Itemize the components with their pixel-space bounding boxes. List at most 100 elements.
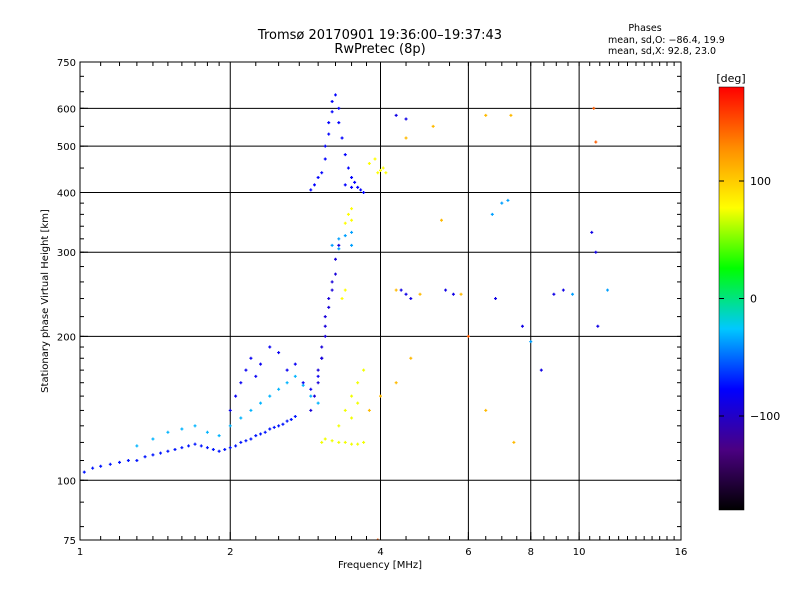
series-scattered-low-heights	[228, 345, 324, 412]
data-point	[373, 157, 377, 161]
colorbar-tick-label: −100	[750, 410, 780, 423]
data-point	[244, 439, 248, 443]
y-tick-label: 300	[57, 248, 76, 259]
data-point	[539, 368, 543, 372]
data-point	[337, 243, 341, 247]
data-point	[323, 157, 327, 161]
data-point	[320, 440, 324, 444]
data-point	[320, 171, 324, 175]
y-tick-label: 200	[57, 332, 76, 343]
data-point	[263, 430, 267, 434]
data-point	[211, 447, 215, 451]
data-point	[309, 387, 313, 391]
data-point	[259, 401, 263, 405]
chart-title-line2: RwPretec (8p)	[334, 42, 425, 57]
data-point	[431, 124, 435, 128]
data-point	[277, 424, 281, 428]
x-tick-label: 1	[77, 547, 83, 558]
data-point	[490, 212, 494, 216]
data-point	[330, 288, 334, 292]
data-point	[327, 121, 331, 125]
y-tick-label: 75	[63, 536, 76, 547]
data-point	[228, 424, 232, 428]
data-point	[234, 394, 238, 398]
data-point	[350, 185, 354, 189]
data-point	[254, 374, 258, 378]
data-point	[356, 401, 360, 405]
series-F2-trace	[309, 93, 366, 194]
data-point	[293, 362, 297, 366]
data-point	[529, 340, 533, 344]
data-point	[166, 449, 170, 453]
data-point	[118, 460, 122, 464]
data-point	[356, 185, 360, 189]
data-point	[592, 106, 596, 110]
series-mid-height-cyan	[330, 230, 354, 251]
data-point	[330, 243, 334, 247]
axis-layer: 1 2 4 6 8 10 16 75 100 200 300 400 500 600 750	[57, 58, 687, 558]
data-point	[343, 221, 347, 225]
data-point	[350, 175, 354, 179]
x-tick-label: 4	[377, 547, 383, 558]
data-point	[376, 538, 380, 540]
data-point	[506, 198, 510, 202]
data-point	[451, 292, 455, 296]
data-point	[228, 446, 232, 450]
data-point	[444, 288, 448, 292]
data-point	[404, 117, 408, 121]
data-point	[234, 444, 238, 448]
colorbar-tick-label: 0	[750, 293, 757, 306]
data-point	[379, 394, 382, 398]
data-point	[350, 243, 354, 247]
x-tick-label: 2	[227, 547, 233, 558]
data-point	[346, 166, 350, 170]
data-point	[126, 458, 130, 462]
data-point	[356, 442, 360, 446]
data-point	[337, 106, 341, 110]
data-point	[356, 381, 360, 385]
data-point	[301, 383, 305, 387]
phase-info-o-mode: mean, sd,O: −86.4, 19.9	[608, 35, 725, 46]
data-point	[399, 288, 403, 292]
y-tick-label: 600	[57, 104, 76, 115]
data-point	[180, 427, 184, 431]
series-high-frequency-red	[376, 106, 598, 540]
data-point	[249, 437, 253, 441]
plot-frame	[79, 61, 682, 541]
data-point	[367, 408, 371, 412]
data-point	[594, 250, 598, 254]
data-point	[277, 387, 281, 391]
data-point	[384, 171, 388, 175]
data-point	[606, 288, 610, 292]
y-tick-label: 400	[57, 188, 76, 199]
data-point	[99, 464, 103, 468]
data-point	[359, 188, 363, 192]
data-point	[466, 334, 470, 338]
data-point	[108, 462, 112, 466]
data-point	[281, 422, 285, 426]
data-point	[350, 416, 354, 420]
data-point	[320, 345, 324, 349]
data-point	[394, 113, 398, 117]
colorbar-ticks: 100 0 −100	[719, 175, 780, 423]
data-point	[249, 408, 253, 412]
data-point	[285, 368, 289, 372]
data-point	[91, 466, 95, 470]
data-point	[394, 288, 398, 292]
data-point	[330, 100, 334, 104]
data-point	[362, 440, 366, 444]
data-point	[316, 401, 320, 405]
data-point	[394, 381, 398, 385]
data-point	[316, 368, 320, 372]
data-point	[340, 136, 344, 140]
x-tick-label: 8	[528, 547, 534, 558]
data-point	[330, 439, 334, 443]
y-tick-label: 100	[57, 476, 76, 487]
data-point	[418, 292, 422, 296]
data-point	[596, 324, 600, 328]
data-point	[594, 140, 598, 144]
colorbar-label: [deg]	[716, 72, 745, 85]
data-point	[552, 292, 556, 296]
data-point	[151, 453, 155, 457]
data-point	[340, 297, 344, 301]
